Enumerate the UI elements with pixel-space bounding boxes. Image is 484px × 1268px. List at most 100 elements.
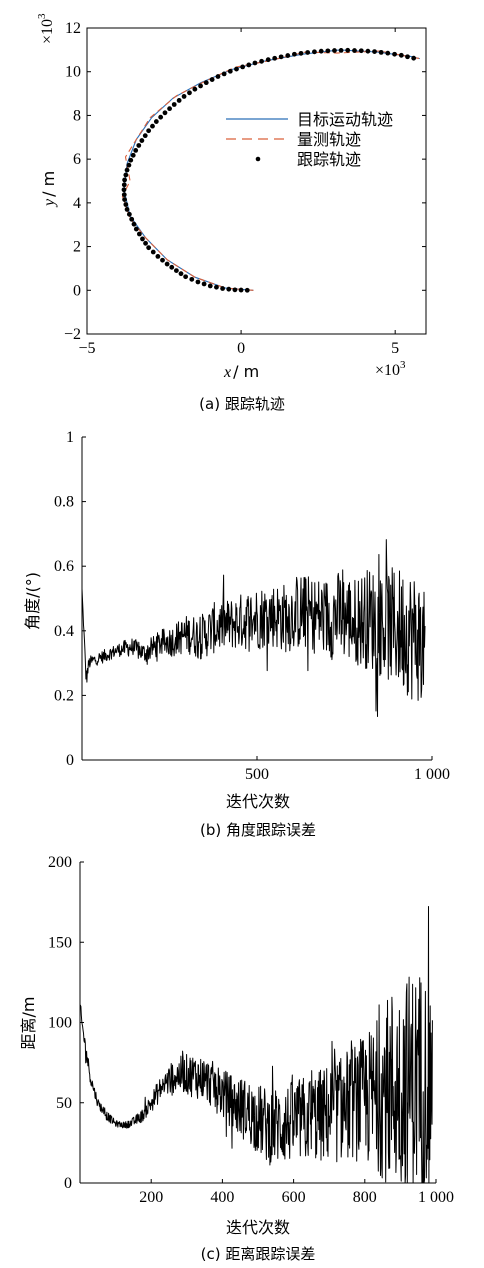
chart-a-track-point (146, 245, 152, 251)
chart-a-caption: (a) 跟踪轨迹 (199, 395, 285, 413)
chart-b-ytick-label: 0.6 (54, 558, 74, 575)
chart-a-track-point (128, 157, 134, 163)
chart-a-track-point (142, 133, 148, 139)
chart-a-track-point (178, 271, 184, 277)
chart-a-track-point (176, 98, 182, 103)
chart-a-track-point (398, 52, 404, 58)
chart-a-track-point (244, 287, 250, 293)
chart-c-plot (79, 906, 433, 1184)
chart-b-ytick-label: 0.2 (54, 687, 74, 704)
chart-c-caption: (c) 距离跟踪误差 (201, 1245, 316, 1263)
chart-a-track-point (246, 62, 252, 68)
chart-a-track-point (292, 51, 297, 57)
chart-a-track-point (195, 279, 201, 285)
chart-a-xtick-label: 0 (237, 340, 245, 357)
chart-a-track-point (150, 249, 156, 255)
chart-a-track-point (227, 68, 233, 74)
chart-a-track-point (238, 287, 244, 293)
chart-a-track-point (181, 94, 187, 99)
chart-a-track-point (124, 207, 130, 212)
chart-a-x-multiplier: ×103 (375, 359, 406, 379)
chart-a-track-point (201, 281, 207, 287)
chart-a-track-point (189, 276, 195, 282)
chart-a-track-point (358, 48, 364, 54)
chart-b-xtick-label: 500 (245, 766, 269, 783)
legend-marker-track (255, 156, 261, 162)
chart-a-ytick-label: 10 (65, 64, 81, 81)
chart-a-target-line (123, 49, 420, 291)
chart-a-track-point (171, 102, 177, 107)
chart-a-xlabel: x / m (223, 362, 259, 381)
chart-a-track-point (318, 48, 324, 54)
chart-a-track-point (325, 48, 331, 54)
chart-a-track-point (133, 226, 139, 232)
chart-c-xtick-label: 600 (282, 1189, 306, 1206)
chart-a-xtick-label: −5 (78, 340, 95, 357)
chart-c-ylabel: 距离/m (19, 997, 38, 1050)
chart-a-track-point (139, 138, 145, 143)
chart-a-plot (121, 47, 420, 293)
chart-a-track-point (278, 54, 284, 60)
chart-b-error-line (81, 539, 426, 717)
chart-a-track-point (272, 55, 278, 61)
legend-label-track: 跟踪轨迹 (297, 150, 361, 169)
chart-c-xtick-label: 200 (139, 1189, 163, 1206)
chart-a-track-point (130, 152, 136, 158)
chart-a-track-point (285, 53, 291, 58)
chart-a-track-point (298, 50, 304, 56)
chart-a-track-point (240, 64, 246, 70)
chart-a-track-point (203, 80, 209, 86)
chart-c-ytick-label: 100 (48, 1015, 72, 1032)
chart-a-track-point (392, 51, 397, 57)
chart-a-track-point (140, 236, 145, 242)
chart-b-ytick-label: 0.4 (54, 623, 74, 640)
chart-a-track-point (129, 216, 135, 222)
chart-a-track-point (123, 172, 129, 178)
chart-a-track-point (209, 77, 215, 82)
chart-a-measure-line (121, 50, 420, 291)
chart-a-track-point (207, 283, 213, 289)
chart-b: 0 0.2 0.4 0.6 0.8 1 500 1 000 迭代次数 角度/(°) (b) 角… (23, 429, 450, 839)
chart-b-ticks: 0 0.2 0.4 0.6 0.8 1 500 1 000 (54, 429, 450, 783)
chart-a-track-point (146, 128, 152, 134)
chart-a-track-point (183, 274, 189, 280)
chart-a-track-point (126, 211, 132, 217)
chart-c-ticks: 0 50 100 150 200 200 400 600 800 1 000 (48, 854, 454, 1206)
chart-a-track-point (220, 286, 226, 291)
chart-a-track-point (214, 284, 219, 290)
chart-a-ytick-label: 4 (73, 195, 81, 212)
chart-a-track-point (332, 48, 337, 53)
chart-a-ytick-label: 2 (73, 239, 81, 256)
chart-a-track-point (411, 55, 417, 61)
chart-a-ytick-label: 0 (73, 282, 81, 299)
chart-a-track-point (192, 86, 198, 92)
chart-a-track-point (164, 261, 170, 267)
legend-label-measure: 量测轨迹 (297, 130, 361, 149)
chart-a-track-point (187, 90, 192, 96)
chart-a-track-point (252, 60, 258, 66)
chart-b-ytick-label: 0 (66, 752, 74, 769)
chart-a-track-point (169, 264, 175, 270)
chart-a-track-point (378, 49, 384, 55)
chart-a: −2 0 2 4 6 8 10 12 −5 0 5 目标运动轨迹 量测轨迹 跟踪轨迹 ×103 ×1… (36, 13, 427, 413)
chart-c-xlabel: 迭代次数 (226, 1218, 290, 1237)
chart-a-track-point (126, 162, 132, 168)
chart-b-ylabel: 角度/(°) (23, 572, 42, 630)
chart-a-track-point (121, 192, 127, 198)
chart-a-ticks: −2 0 2 4 6 8 10 12 −5 0 5 (64, 20, 426, 357)
chart-a-ytick-label: −2 (64, 326, 81, 343)
chart-a-xtick-label: 5 (391, 340, 399, 357)
chart-a-track-point (162, 110, 168, 116)
chart-b-xlabel: 迭代次数 (226, 792, 290, 811)
chart-a-track-point (352, 48, 357, 53)
chart-a-track-point (136, 143, 142, 148)
chart-a-track-point (372, 49, 377, 55)
chart-a-track-point (143, 240, 148, 246)
chart-a-track-point (122, 177, 127, 183)
chart-a-track-point (131, 221, 137, 227)
chart-a-track-point (124, 167, 130, 173)
chart-b-plot (81, 539, 426, 717)
chart-c-ytick-label: 200 (48, 854, 72, 871)
